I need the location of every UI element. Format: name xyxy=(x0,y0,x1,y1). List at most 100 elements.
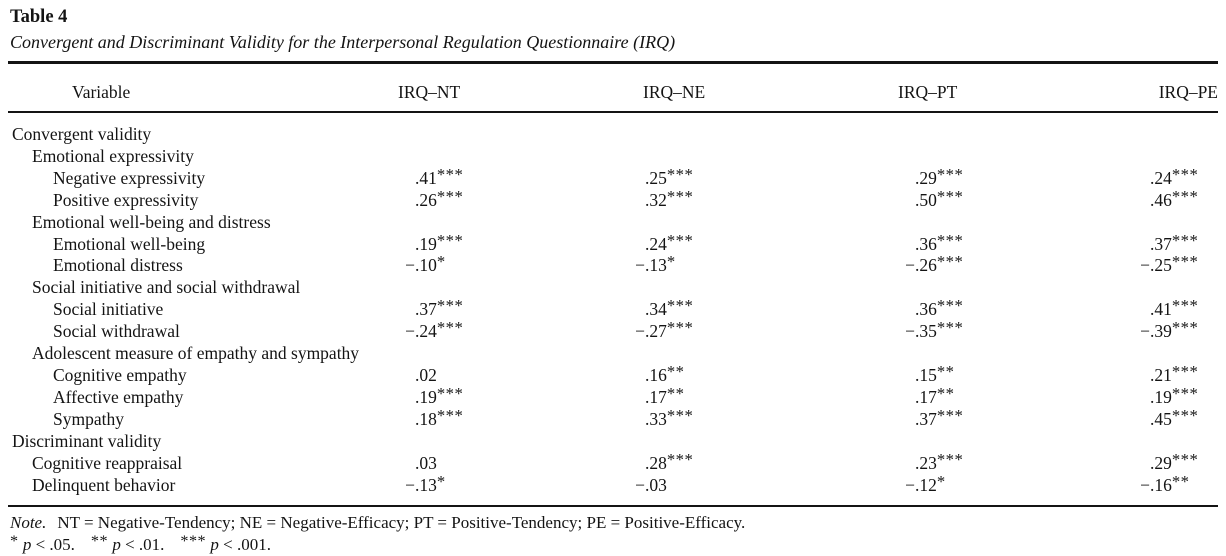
value-cell xyxy=(392,277,622,299)
value-cell xyxy=(622,431,892,453)
significance-stars: * xyxy=(436,252,446,272)
value-cell: −.10* xyxy=(405,252,446,276)
table-row: Delinquent behavior −.13* −.03 −.12* −.16** xyxy=(8,473,1218,507)
significance-stars: *** xyxy=(936,252,964,272)
value-cell: .24*** xyxy=(645,230,694,254)
significance-stars: *** xyxy=(936,296,964,316)
column-header-irq-pt: IRQ–PT xyxy=(892,62,1128,113)
significance-stars: *** xyxy=(436,383,464,403)
significance-stars: *** xyxy=(1171,186,1199,206)
table-body: Convergent validity Emotional expressivit… xyxy=(8,112,1218,506)
significance-item: ** p < .01. xyxy=(90,533,165,555)
row-label: Emotional expressivity xyxy=(32,145,194,166)
row-label: Delinquent behavior xyxy=(32,474,176,495)
significance-stars: *** xyxy=(936,230,964,250)
value-cell: .03 xyxy=(415,452,437,473)
validity-table: Variable IRQ–NT IRQ–NE IRQ–PT IRQ–PE Converg… xyxy=(8,61,1218,508)
significance-stars: *** xyxy=(666,449,694,469)
value-cell xyxy=(622,343,892,365)
value-cell: .46*** xyxy=(1150,186,1199,210)
column-header-irq-nt: IRQ–NT xyxy=(392,62,622,113)
significance-stars: *** xyxy=(1171,252,1199,272)
significance-stars: *** xyxy=(666,164,694,184)
value-cell: .28*** xyxy=(645,449,694,473)
value-cell xyxy=(392,146,622,168)
row-label: Cognitive empathy xyxy=(53,364,187,385)
table-row: Social initiative .37*** .34*** .36*** .41**… xyxy=(8,296,1218,321)
table-row: Emotional well-being and distress xyxy=(8,212,1218,234)
value-cell: .19*** xyxy=(1150,383,1199,407)
value-cell: .41*** xyxy=(1150,296,1199,320)
significance-stars: *** xyxy=(666,318,694,337)
significance-stars: *** xyxy=(666,296,694,316)
value-cell: .37*** xyxy=(915,405,964,429)
significance-stars: *** xyxy=(666,186,694,206)
row-label: Sympathy xyxy=(53,408,124,429)
significance-stars: *** xyxy=(1171,164,1199,184)
significance-item: *** p < .001. xyxy=(180,533,271,555)
row-label: Negative expressivity xyxy=(53,167,206,188)
table-note: Note. NT = Negative-Tendency; NE = Negati… xyxy=(8,512,1218,534)
value-cell: .37*** xyxy=(415,296,464,320)
value-cell xyxy=(622,277,892,299)
value-cell: .29*** xyxy=(1150,449,1199,473)
row-label: Positive expressivity xyxy=(53,189,199,210)
significance-stars: *** xyxy=(1171,405,1199,425)
significance-stars: *** xyxy=(936,164,964,184)
value-cell: .15** xyxy=(915,361,955,385)
significance-stars: *** xyxy=(1171,296,1199,316)
value-cell: −.35*** xyxy=(905,318,964,342)
value-cell: −.26*** xyxy=(905,252,964,276)
table-caption: Convergent and Discriminant Validity for… xyxy=(10,32,676,52)
value-cell xyxy=(622,112,892,146)
significance-stars: *** xyxy=(936,405,964,425)
table-row: Social withdrawal −.24*** −.27*** −.35*** −.… xyxy=(8,318,1218,343)
significance-stars: *** xyxy=(666,405,694,425)
value-cell: −.13* xyxy=(635,252,676,276)
value-cell: .29*** xyxy=(915,164,964,188)
value-cell: −.27*** xyxy=(635,318,694,342)
value-cell xyxy=(892,431,1128,453)
value-cell xyxy=(892,277,1128,299)
value-cell xyxy=(892,112,1128,146)
row-label: Affective empathy xyxy=(53,386,184,407)
significance-stars: ** xyxy=(1171,471,1190,491)
table-number: Table 4 xyxy=(10,7,68,27)
significance-stars: *** xyxy=(436,186,464,206)
value-cell: .19*** xyxy=(415,383,464,407)
table-row: Emotional expressivity xyxy=(8,146,1218,168)
value-cell: .45*** xyxy=(1150,405,1199,429)
table-row: Sympathy .18*** .33*** .37*** .45*** xyxy=(8,405,1218,431)
value-cell xyxy=(892,212,1128,234)
significance-stars: *** xyxy=(436,318,464,337)
significance-item: * p < .05. xyxy=(10,533,75,555)
table-row: Adolescent measure of empathy and sympat… xyxy=(8,343,1218,365)
value-cell xyxy=(392,212,622,234)
table-row: Affective empathy .19*** .17** .17** .19*** xyxy=(8,383,1218,409)
value-cell: .41*** xyxy=(415,164,464,188)
value-cell xyxy=(392,431,622,453)
significance-legend: * p < .05. ** p < .01. *** p < .001. xyxy=(8,534,1218,556)
row-label: Cognitive reappraisal xyxy=(32,452,183,473)
value-cell: .50*** xyxy=(915,186,964,210)
value-cell: .25*** xyxy=(645,164,694,188)
significance-stars: ** xyxy=(936,383,955,403)
value-cell: −.25*** xyxy=(1140,252,1199,276)
row-label: Convergent validity xyxy=(12,124,152,144)
significance-stars: *** xyxy=(1171,383,1199,403)
value-cell xyxy=(392,112,622,146)
value-cell xyxy=(392,343,622,365)
row-label: Adolescent measure of empathy and sympat… xyxy=(32,343,360,364)
column-header-irq-pe: IRQ–PE xyxy=(1128,62,1218,113)
table-row: Convergent validity xyxy=(8,112,1218,146)
table-row: Emotional distress −.10* −.13* −.26*** −.25*… xyxy=(8,252,1218,277)
table-row: Emotional well-being .19*** .24*** .36*** .3… xyxy=(8,230,1218,256)
value-cell: .36*** xyxy=(915,296,964,320)
significance-stars: * xyxy=(436,471,446,491)
significance-stars: ** xyxy=(666,361,685,381)
note-prefix: Note. xyxy=(10,513,47,533)
significance-stars: ** xyxy=(666,383,685,403)
row-label: Social initiative and social withdrawal xyxy=(32,277,301,298)
significance-stars: *** xyxy=(1171,361,1199,381)
